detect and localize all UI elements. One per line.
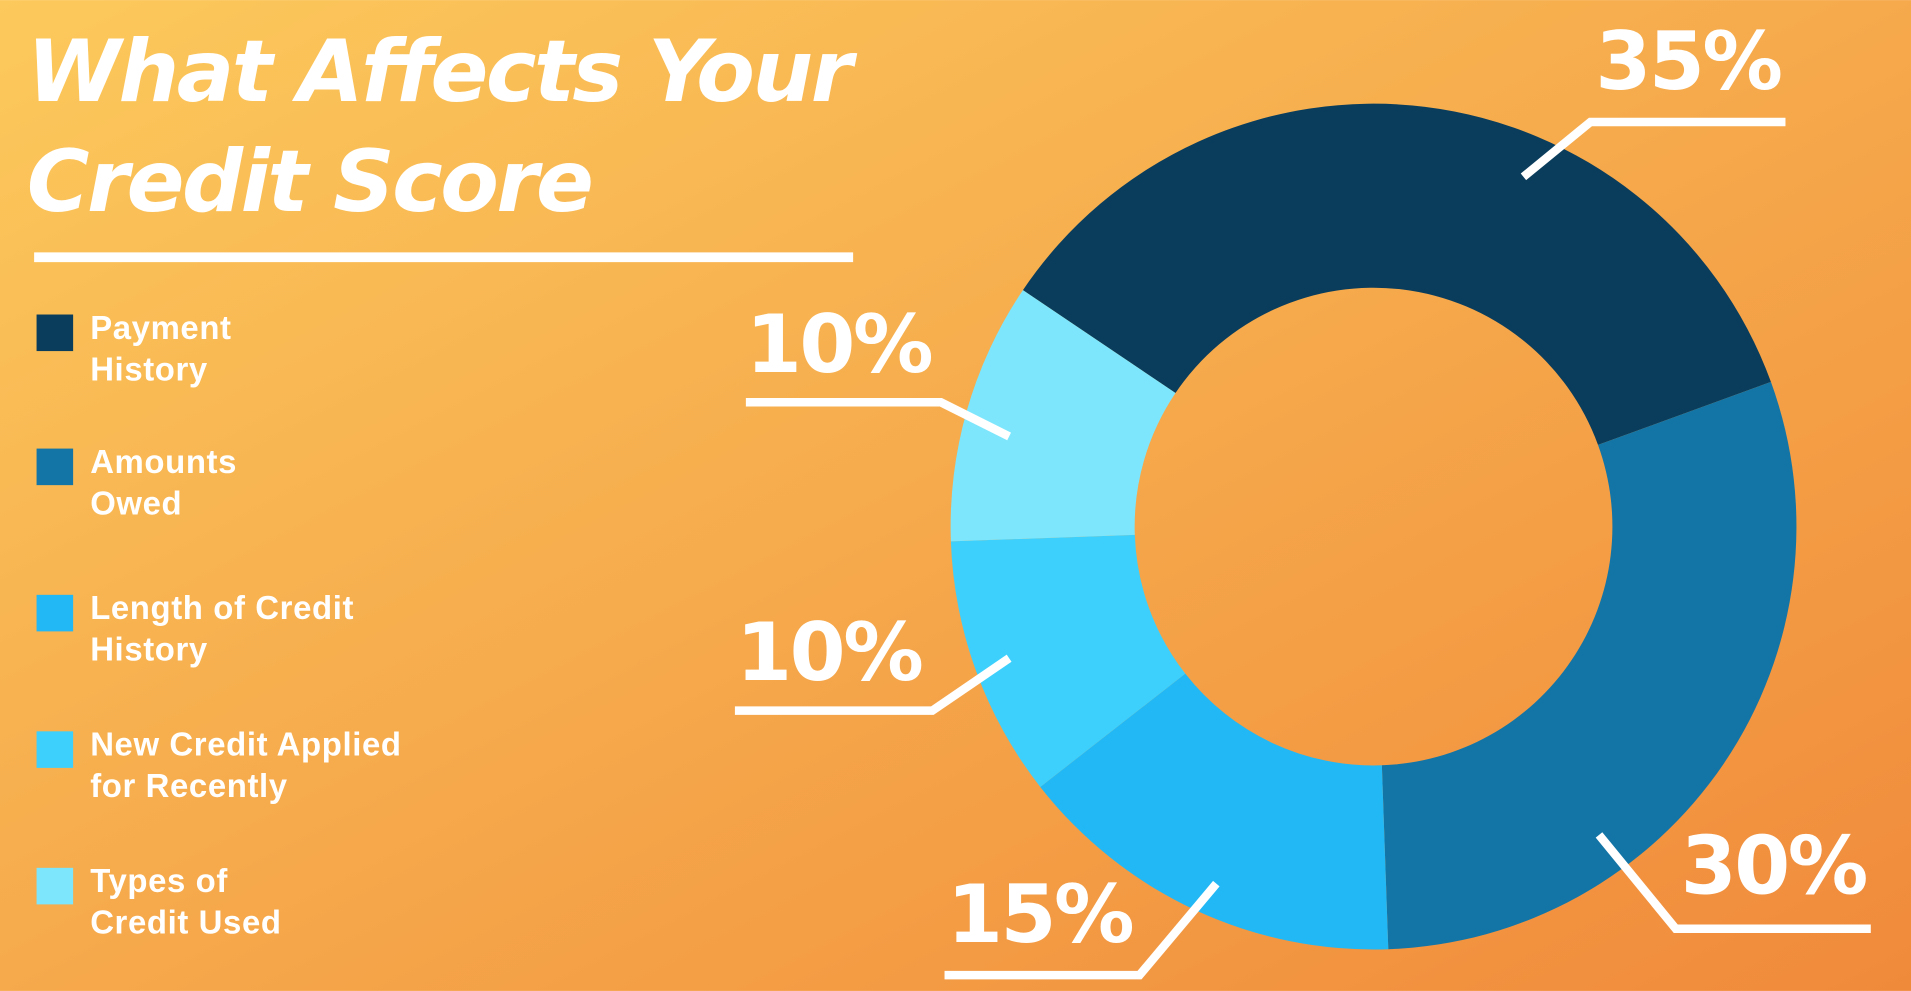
value-labels: 35% 30% 15% 10% 10% [734, 14, 1871, 980]
legend-swatch [36, 448, 74, 486]
legend-label: Amounts Owed [90, 443, 238, 522]
value-label: 10% [736, 605, 922, 699]
value-label: 30% [1681, 818, 1867, 912]
donut-segment [1022, 103, 1771, 445]
leader-line [944, 880, 1220, 980]
legend-item: Length of Credit History [90, 589, 355, 668]
title-box: What Affects Your Credit Score [26, 22, 853, 232]
legend-swatch [36, 731, 74, 768]
donut-segment [950, 290, 1176, 542]
legend-swatch [36, 867, 74, 905]
legend-swatch [36, 594, 74, 632]
legend-swatch [36, 314, 74, 352]
leader-line [1520, 117, 1786, 181]
leader-line [1595, 832, 1871, 934]
leader-line [745, 398, 1012, 441]
legend-label: New Credit Applied for Recently [90, 726, 402, 805]
value-label: 10% [746, 297, 932, 391]
legend-item: New Credit Applied for Recently [90, 726, 402, 805]
legend-label: Length of Credit History [90, 589, 355, 668]
legend-label: Payment History [90, 309, 232, 388]
value-label: 15% [947, 867, 1133, 961]
legend-item: Payment History [90, 309, 232, 388]
donut [950, 103, 1797, 950]
donut-segment [1040, 673, 1389, 950]
leader-line [734, 654, 1012, 715]
chart-title: What Affects Your Credit Score [26, 22, 853, 232]
legend-label: Types of Credit Used [90, 862, 282, 941]
value-label: 35% [1595, 14, 1781, 108]
donut-segment [1381, 381, 1797, 950]
legend-item: Types of Credit Used [90, 862, 282, 941]
legend: Payment History Amounts Owed Length of Cre… [36, 309, 402, 941]
donut-segment [950, 534, 1186, 787]
legend-item: Amounts Owed [90, 443, 238, 522]
